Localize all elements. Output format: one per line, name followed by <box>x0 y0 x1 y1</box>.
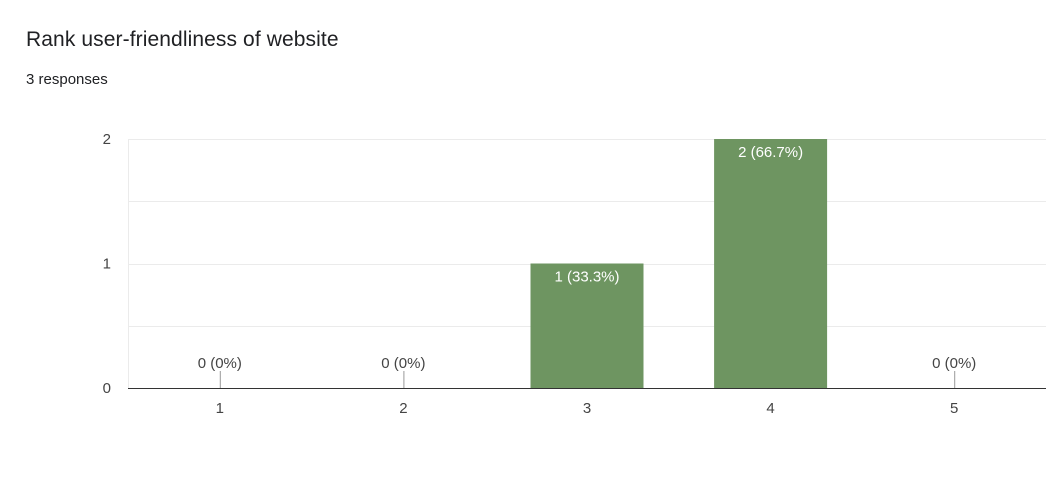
x-tick-label: 1 <box>216 400 224 417</box>
x-tick-label: 3 <box>583 400 591 417</box>
x-tick-label: 5 <box>950 400 958 417</box>
response-count: 3 responses <box>26 71 108 88</box>
bar-data-label: 0 (0%) <box>932 355 976 372</box>
bar <box>530 263 644 388</box>
y-tick-label: 1 <box>103 256 111 273</box>
y-tick-label: 2 <box>103 131 111 148</box>
bar-data-label: 0 (0%) <box>198 355 242 372</box>
x-tick-label: 2 <box>399 400 407 417</box>
y-tick-label: 0 <box>103 380 111 397</box>
question-title: Rank user-friendliness of website <box>26 28 339 51</box>
bar <box>714 139 828 388</box>
bar-data-label: 0 (0%) <box>381 355 425 372</box>
bar-data-label: 2 (66.7%) <box>738 144 803 161</box>
bar-data-label: 1 (33.3%) <box>554 269 619 286</box>
x-tick-label: 4 <box>766 400 774 417</box>
